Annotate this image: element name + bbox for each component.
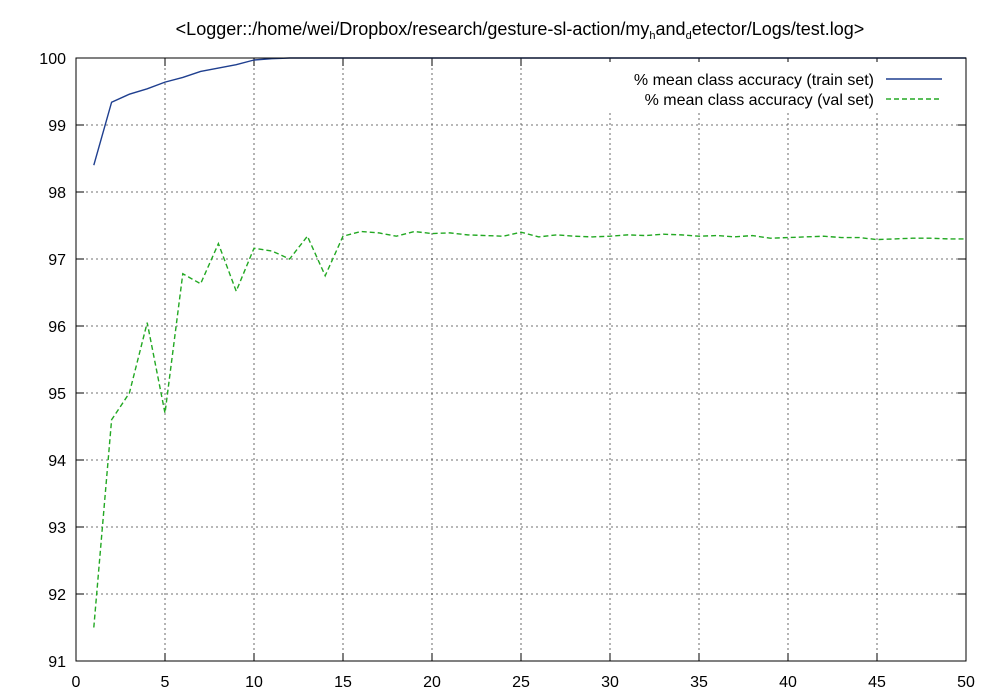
y-tick-label: 97 [48,252,66,269]
title-part: <Logger::/home/wei/Dropbox/research/gest… [176,19,650,39]
x-tick-label: 45 [868,674,886,691]
x-tick-label: 15 [334,674,352,691]
tick-labels: 0 5 10 15 20 25 30 35 40 45 50 91 92 93 94 95 96 97 98 99 10… [39,51,975,691]
y-tick-label: 95 [48,386,66,403]
x-tick-label: 20 [423,674,441,691]
x-tick-label: 40 [779,674,797,691]
legend-background [560,62,960,112]
title-subscript: h [649,30,655,42]
title-part: and [656,19,686,39]
y-tick-label: 98 [48,185,66,202]
y-tick-label: 100 [39,51,66,68]
plot-frame [75,57,967,662]
x-tick-label: 35 [690,674,708,691]
x-tick-label: 30 [601,674,619,691]
grid [75,57,967,662]
legend: % mean class accuracy (train set) % mean … [560,62,960,112]
x-tick-label: 10 [245,674,263,691]
chart-title: <Logger::/home/wei/Dropbox/research/gest… [176,19,865,42]
y-tick-label: 91 [48,654,66,671]
title-part: etector/Logs/test.log> [692,19,865,39]
legend-label: % mean class accuracy (val set) [645,92,874,109]
legend-label: % mean class accuracy (train set) [634,72,874,89]
x-tick-label: 0 [72,674,81,691]
val-series-line [93,230,966,628]
y-tick-label: 96 [48,319,66,336]
series-lines [93,57,966,628]
y-tick-label: 99 [48,118,66,135]
y-tick-label: 94 [48,453,66,470]
y-tick-label: 92 [48,587,66,604]
title-subscript: d [686,30,692,42]
x-tick-label: 25 [512,674,530,691]
y-tick-label: 93 [48,520,66,537]
x-tick-label: 50 [957,674,975,691]
x-tick-label: 5 [161,674,170,691]
